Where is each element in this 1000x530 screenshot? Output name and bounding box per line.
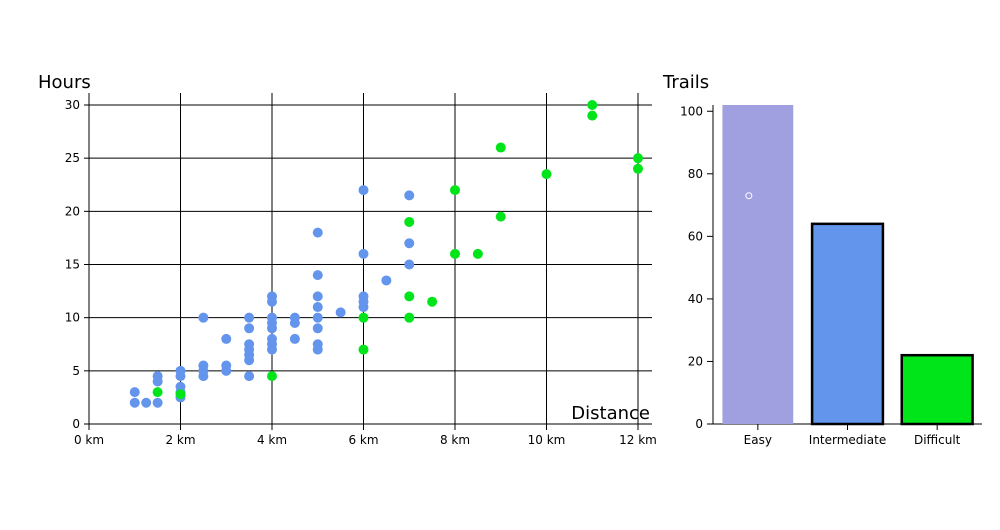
scatter-axes: 0 5 10 15 20 25 30 0 km 2 km 4 km 6 km 8 km 10 km 12 … (65, 93, 657, 447)
scatter-y-tick-label: 15 (65, 258, 80, 272)
scatter-x-tick-label: 6 km (348, 433, 378, 447)
scatter-point (244, 371, 255, 382)
scatter-point (267, 371, 277, 382)
bar-y-tick-label: 0 (695, 417, 703, 431)
scatter-point (381, 275, 392, 286)
scatter-point (244, 312, 255, 323)
scatter-x-tick-label: 0 km (74, 433, 104, 447)
scatter-point (541, 169, 552, 180)
scatter-point (129, 397, 140, 408)
scatter-point (450, 248, 460, 259)
scatter-point (175, 381, 186, 392)
scatter-y-tick-label: 30 (65, 98, 80, 112)
scatter-point (495, 211, 506, 222)
scatter-point (289, 333, 300, 344)
bar-y-tick-label: 20 (688, 354, 703, 368)
scatter-y-tick-label: 25 (65, 151, 80, 165)
scatter-point (335, 307, 346, 318)
scatter-y-tick-label: 10 (65, 311, 80, 325)
scatter-y-tick-label: 5 (72, 364, 80, 378)
scatter-point (587, 100, 598, 110)
scatter-point (198, 360, 209, 371)
scatter-point (404, 190, 415, 201)
scatter-point (404, 216, 415, 227)
scatter-point (358, 248, 369, 259)
bar-chart: 0 20 40 60 80 100 Easy Intermediate Difficult Tr… (662, 72, 982, 447)
scatter-chart: 0 5 10 15 20 25 30 0 km 2 km 4 km 6 km 8 km 10 km 12 … (38, 72, 657, 447)
scatter-points (129, 100, 643, 408)
scatter-point (312, 323, 323, 334)
scatter-point (427, 296, 438, 307)
scatter-point (152, 397, 163, 408)
scatter-point (450, 185, 460, 196)
hover-cursor-marker (745, 192, 753, 200)
scatter-point (404, 312, 415, 323)
bar-y-tick-label: 40 (688, 292, 703, 306)
scatter-point (152, 387, 163, 398)
bar-y-tick-label: 80 (688, 167, 703, 181)
scatter-point (198, 312, 209, 323)
scatter-point (244, 323, 255, 334)
scatter-x-tick-label: 2 km (165, 433, 195, 447)
scatter-point (312, 339, 323, 350)
scatter-point (495, 142, 506, 153)
scatter-point (358, 312, 369, 323)
bar-x-tick-label: Intermediate (809, 433, 886, 447)
scatter-point (152, 371, 163, 382)
scatter-x-tick-label: 4 km (257, 433, 287, 447)
bar-x-tick-label: Easy (744, 433, 772, 447)
scatter-x-axis-label: Distance (571, 403, 650, 424)
scatter-x-tick-label: 12 km (619, 433, 657, 447)
scatter-point (358, 344, 369, 355)
scatter-point (312, 302, 323, 313)
scatter-point (472, 248, 483, 259)
scatter-point (221, 360, 232, 371)
scatter-point (312, 227, 323, 238)
bar-marks (722, 105, 974, 426)
scatter-point (312, 312, 323, 323)
scatter-point (175, 389, 186, 400)
scatter-point (267, 291, 277, 302)
scatter-x-tick-label: 8 km (440, 433, 470, 447)
bar-y-tick-label: 60 (688, 229, 703, 243)
bar-y-tick-label: 100 (680, 104, 703, 118)
bar-intermediate[interactable] (810, 222, 885, 426)
scatter-point (175, 365, 186, 376)
bar-y-axis-label: Trails (662, 72, 709, 93)
bar-easy[interactable] (722, 105, 794, 424)
scatter-point (141, 397, 152, 408)
scatter-y-tick-label: 0 (72, 417, 80, 431)
scatter-point (267, 312, 277, 323)
scatter-point (404, 259, 415, 270)
scatter-point (404, 238, 415, 249)
scatter-point (312, 291, 323, 302)
scatter-point (312, 270, 323, 281)
bar-difficult[interactable] (900, 353, 974, 426)
scatter-point (358, 291, 369, 302)
scatter-point (221, 333, 232, 344)
scatter-point (267, 333, 277, 344)
scatter-point (244, 339, 255, 350)
bar-x-tick-label: Difficult (914, 433, 961, 447)
scatter-y-tick-label: 20 (65, 204, 80, 218)
scatter-point (129, 387, 140, 398)
scatter-y-axis-label: Hours (38, 72, 91, 93)
scatter-grid (89, 93, 652, 424)
scatter-point (358, 185, 369, 196)
scatter-point (289, 312, 300, 323)
scatter-point (633, 163, 643, 174)
scatter-point (404, 291, 415, 302)
scatter-point (633, 153, 643, 164)
scatter-x-tick-label: 10 km (528, 433, 566, 447)
scatter-point (587, 110, 598, 121)
